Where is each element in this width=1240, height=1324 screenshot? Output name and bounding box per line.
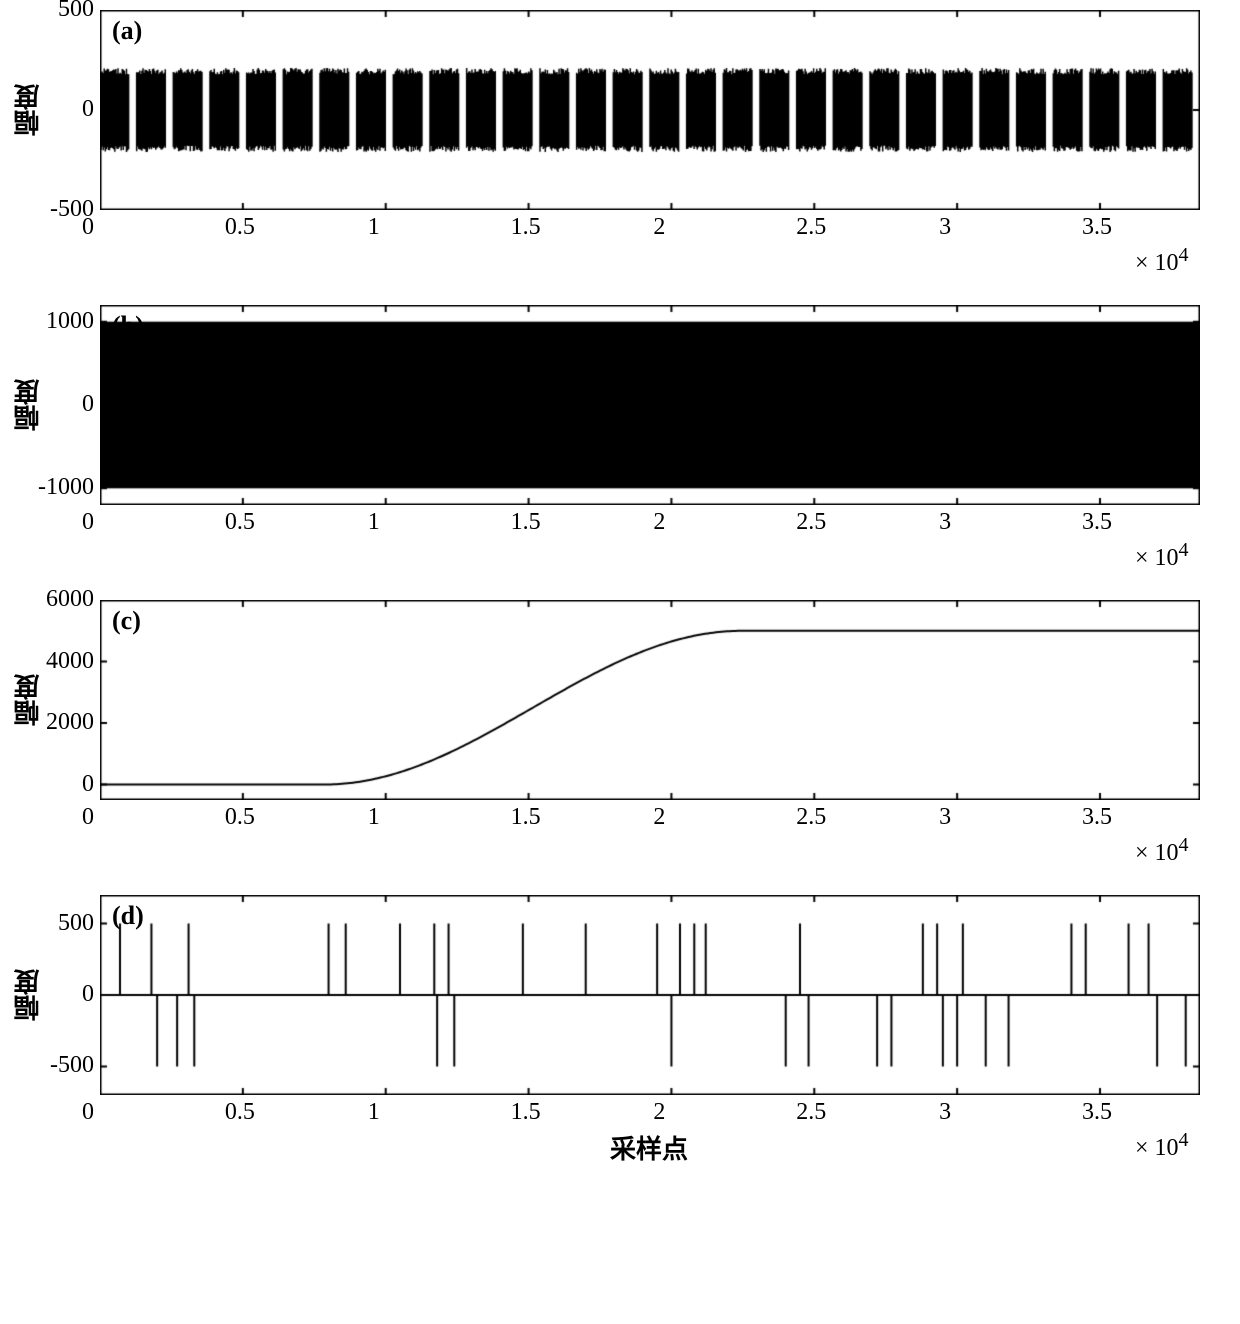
xtick-label: 0.5 xyxy=(225,804,255,831)
panel-c xyxy=(100,600,1200,800)
xtick-label: 2 xyxy=(653,804,665,831)
xtick-label: 1 xyxy=(368,1099,380,1126)
x-exponent-sup: 4 xyxy=(1179,1129,1189,1151)
subplot-label-c: (c) xyxy=(112,606,141,636)
ytick-label: -1000 xyxy=(38,474,94,501)
subplot-label-a: (a) xyxy=(112,16,142,46)
ytick-label: 0 xyxy=(82,391,94,418)
ytick-label: -500 xyxy=(50,1052,94,1079)
panel-d xyxy=(100,895,1200,1095)
ytick-label: 4000 xyxy=(46,648,94,675)
subplot-label-b: (b) xyxy=(112,311,144,341)
xtick-label: 2.5 xyxy=(796,804,826,831)
ytick-label: -500 xyxy=(50,196,94,223)
ytick-label: 0 xyxy=(82,771,94,798)
ylabel-d: 幅度 xyxy=(10,965,47,1025)
x-exponent-c: × 104 xyxy=(1135,834,1189,867)
xtick-label: 1.5 xyxy=(511,804,541,831)
xtick-label: 0 xyxy=(82,1099,94,1126)
xtick-label: 1.5 xyxy=(511,1099,541,1126)
xtick-label: 1.5 xyxy=(511,509,541,536)
xtick-label: 1 xyxy=(368,509,380,536)
ylabel-a: 幅度 xyxy=(10,80,47,140)
panel-b xyxy=(100,305,1200,505)
xtick-label: 3.5 xyxy=(1082,804,1112,831)
ytick-label: 6000 xyxy=(46,586,94,613)
plot-canvas-c xyxy=(100,600,1200,800)
subplot-label-d: (d) xyxy=(112,901,144,931)
ytick-label: 500 xyxy=(58,0,94,23)
xtick-label: 0 xyxy=(82,804,94,831)
ylabel-c: 幅度 xyxy=(10,670,47,730)
xtick-label: 2.5 xyxy=(796,214,826,241)
xtick-label: 0 xyxy=(82,509,94,536)
x-exponent-base: × 10 xyxy=(1135,840,1179,866)
xtick-label: 3 xyxy=(939,804,951,831)
xtick-label: 2.5 xyxy=(796,1099,826,1126)
ytick-label: 0 xyxy=(82,981,94,1008)
xtick-label: 0.5 xyxy=(225,509,255,536)
xtick-label: 3 xyxy=(939,509,951,536)
xtick-label: 1 xyxy=(368,804,380,831)
xtick-label: 0.5 xyxy=(225,214,255,241)
plot-canvas-b xyxy=(100,305,1200,505)
xtick-label: 3.5 xyxy=(1082,214,1112,241)
xtick-label: 0.5 xyxy=(225,1099,255,1126)
plot-canvas-d xyxy=(100,895,1200,1095)
xtick-label: 1 xyxy=(368,214,380,241)
x-exponent-sup: 4 xyxy=(1179,244,1189,266)
ytick-label: 2000 xyxy=(46,709,94,736)
xtick-label: 2 xyxy=(653,214,665,241)
plot-canvas-a xyxy=(100,10,1200,210)
panel-a xyxy=(100,10,1200,210)
xtick-label: 2.5 xyxy=(796,509,826,536)
xlabel: 采样点 xyxy=(610,1129,688,1166)
x-exponent-d: × 104 xyxy=(1135,1129,1189,1162)
xtick-label: 3 xyxy=(939,214,951,241)
ytick-label: 1000 xyxy=(46,308,94,335)
xtick-label: 3.5 xyxy=(1082,509,1112,536)
x-exponent-base: × 10 xyxy=(1135,1135,1179,1161)
xtick-label: 2 xyxy=(653,1099,665,1126)
ytick-label: 0 xyxy=(82,96,94,123)
xtick-label: 1.5 xyxy=(511,214,541,241)
xtick-label: 3 xyxy=(939,1099,951,1126)
x-exponent-a: × 104 xyxy=(1135,244,1189,277)
x-exponent-sup: 4 xyxy=(1179,834,1189,856)
xtick-label: 2 xyxy=(653,509,665,536)
x-exponent-b: × 104 xyxy=(1135,539,1189,572)
x-exponent-base: × 10 xyxy=(1135,545,1179,571)
xtick-label: 3.5 xyxy=(1082,1099,1112,1126)
x-exponent-sup: 4 xyxy=(1179,539,1189,561)
x-exponent-base: × 10 xyxy=(1135,250,1179,276)
ylabel-b: 幅度 xyxy=(10,375,47,435)
ytick-label: 500 xyxy=(58,910,94,937)
